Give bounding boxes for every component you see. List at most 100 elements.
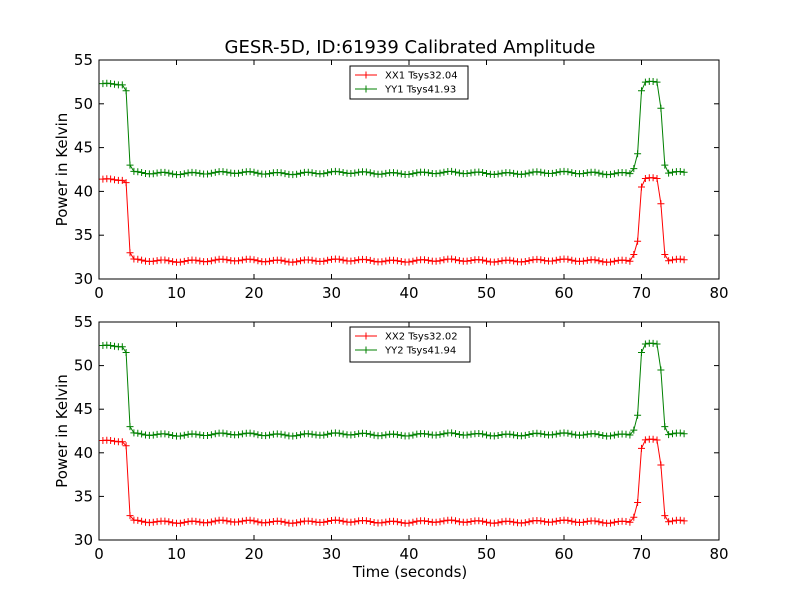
y-tick-label: 30 xyxy=(74,270,93,288)
data-point xyxy=(649,435,657,443)
data-point xyxy=(494,519,502,527)
data-point xyxy=(591,168,599,176)
data-point xyxy=(630,251,638,258)
data-point xyxy=(421,256,428,264)
data-point xyxy=(219,255,227,263)
data-point xyxy=(436,518,444,526)
x-tick-label: 40 xyxy=(399,545,418,563)
x-tick-label: 80 xyxy=(709,284,728,302)
series-2 xyxy=(99,77,688,179)
data-point xyxy=(196,257,204,265)
data-point xyxy=(324,256,332,264)
data-point xyxy=(494,258,502,266)
data-point xyxy=(424,518,432,525)
y-tick-label: 40 xyxy=(74,444,93,462)
data-point xyxy=(320,431,328,439)
data-point xyxy=(266,257,273,265)
data-point xyxy=(192,517,200,525)
x-tick-label: 50 xyxy=(477,284,496,302)
data-point xyxy=(626,257,634,265)
data-point xyxy=(607,170,614,178)
data-point xyxy=(223,256,231,264)
data-point xyxy=(397,258,405,265)
data-point xyxy=(378,170,386,178)
data-point xyxy=(204,170,211,178)
data-point xyxy=(552,517,560,525)
x-tick-label: 0 xyxy=(94,545,104,563)
data-point xyxy=(510,257,518,265)
x-tick-label: 70 xyxy=(632,545,651,563)
data-point xyxy=(153,257,161,265)
data-point xyxy=(510,518,518,526)
data-point xyxy=(455,518,463,526)
data-point xyxy=(455,431,463,438)
data-point xyxy=(339,517,347,525)
data-point xyxy=(382,518,390,526)
data-point xyxy=(207,431,215,439)
data-point xyxy=(134,168,142,176)
data-point xyxy=(498,169,506,177)
data-point xyxy=(541,430,549,438)
data-point xyxy=(235,169,242,177)
data-point xyxy=(630,513,638,521)
data-point xyxy=(638,444,645,452)
data-point xyxy=(506,430,514,438)
data-point xyxy=(266,431,273,439)
data-point xyxy=(641,340,649,348)
data-point xyxy=(510,169,518,177)
y-tick-label: 45 xyxy=(74,139,93,157)
data-point xyxy=(424,256,432,264)
data-point xyxy=(111,80,118,88)
data-point xyxy=(281,257,289,265)
data-point xyxy=(308,517,316,525)
data-point xyxy=(653,436,661,444)
data-point xyxy=(308,430,316,438)
data-point xyxy=(421,168,428,176)
data-point xyxy=(452,256,459,264)
legend-marker xyxy=(362,85,370,93)
data-point xyxy=(335,168,343,176)
data-point xyxy=(622,430,630,438)
data-point xyxy=(680,430,688,438)
data-point xyxy=(192,169,200,177)
data-point xyxy=(641,78,649,86)
data-point xyxy=(463,431,471,439)
y-tick-label: 35 xyxy=(74,487,93,505)
data-point xyxy=(238,256,246,264)
data-point xyxy=(293,258,301,266)
data-point xyxy=(320,257,328,265)
x-tick-label: 20 xyxy=(244,284,263,302)
data-point xyxy=(169,170,177,178)
data-point xyxy=(521,431,529,439)
data-point xyxy=(463,257,471,265)
data-point xyxy=(277,430,285,438)
x-tick-label: 50 xyxy=(477,545,496,563)
data-point xyxy=(537,430,545,438)
data-point xyxy=(281,170,289,178)
data-point xyxy=(591,517,599,525)
data-point xyxy=(661,161,669,169)
data-point xyxy=(661,512,669,520)
data-point xyxy=(541,518,549,526)
data-point xyxy=(479,430,487,438)
data-point xyxy=(564,255,572,263)
data-point xyxy=(669,168,676,176)
data-point xyxy=(149,518,157,526)
data-point xyxy=(362,168,370,176)
data-point xyxy=(180,170,188,178)
data-point xyxy=(138,517,146,525)
y-tick-label: 35 xyxy=(74,226,93,244)
data-point xyxy=(149,431,157,439)
data-point xyxy=(564,516,572,524)
data-point xyxy=(339,169,347,176)
data-point xyxy=(424,169,432,177)
data-point xyxy=(254,431,262,439)
data-point xyxy=(297,257,304,265)
data-point xyxy=(196,431,204,439)
data-point xyxy=(107,437,115,444)
data-point xyxy=(409,431,417,439)
x-tick-label: 60 xyxy=(554,284,573,302)
y-tick-label: 50 xyxy=(74,357,93,375)
data-point xyxy=(165,257,173,265)
data-point xyxy=(107,342,115,349)
